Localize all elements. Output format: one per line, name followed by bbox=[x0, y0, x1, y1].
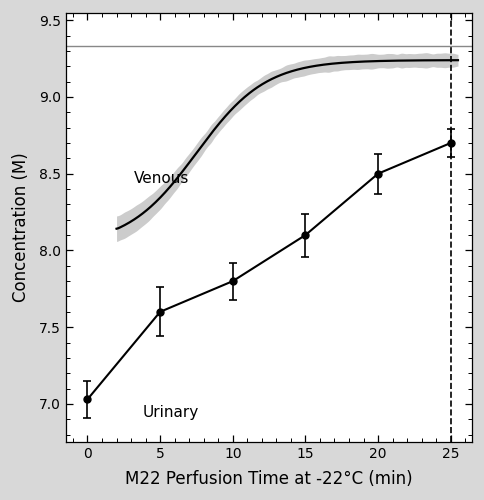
Y-axis label: Concentration (M): Concentration (M) bbox=[13, 152, 30, 302]
Text: Venous: Venous bbox=[134, 171, 189, 186]
X-axis label: M22 Perfusion Time at -22°C (min): M22 Perfusion Time at -22°C (min) bbox=[125, 470, 412, 488]
Text: Urinary: Urinary bbox=[142, 406, 198, 420]
